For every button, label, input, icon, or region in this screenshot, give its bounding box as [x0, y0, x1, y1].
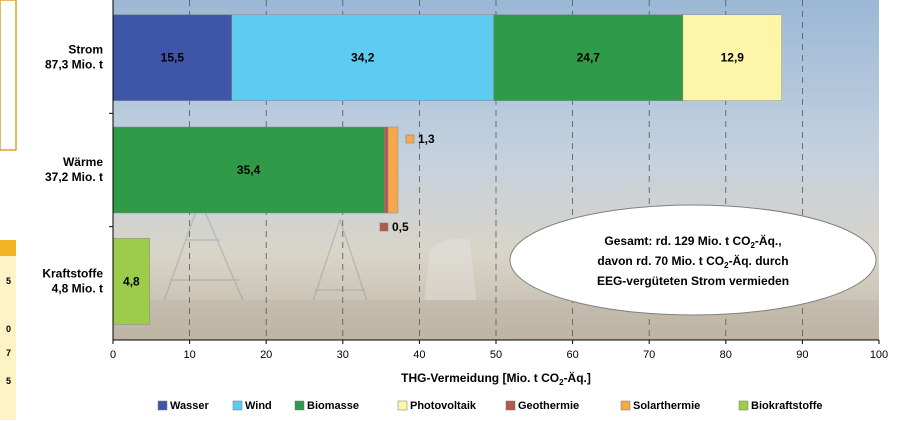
x-tick-label: 90 [796, 349, 808, 361]
x-axis-title: THG-Vermeidung [Mio. t CO2-Äq.] [401, 370, 591, 387]
category-label: Wärme [63, 155, 103, 169]
left-panel-box-top [0, 0, 17, 151]
value-label: 15,5 [161, 51, 185, 65]
x-tick-label: 100 [870, 349, 888, 361]
bar-segment [112, 238, 151, 325]
x-tick-label: 0 [110, 349, 116, 361]
category-total-label: 37,2 Mio. t [45, 170, 103, 184]
legend-swatch [397, 400, 408, 411]
value-label: 0,5 [392, 220, 409, 234]
value-label: 12,9 [721, 51, 745, 65]
category-label: Strom [68, 43, 103, 57]
legend-swatch [738, 400, 749, 411]
category-total-label: 87,3 Mio. t [45, 58, 103, 72]
x-tick-label: 30 [337, 349, 349, 361]
bar-segment [387, 126, 399, 214]
x-tick-label: 10 [183, 349, 195, 361]
bar-segment [231, 14, 494, 101]
value-labels: 15,5 34,2 24,7 12,9 35,4 0,5 1,3 4,8 [123, 51, 744, 289]
left-panel-value: 5 [6, 376, 11, 386]
bar-segment [112, 14, 232, 101]
callout-line-3: EEG-vergüteten Strom vermieden [597, 274, 789, 288]
pylon-shape [299, 217, 381, 341]
callout-ellipse [509, 204, 877, 316]
callout: Gesamt: rd. 129 Mio. t CO2-Äq., davon rd… [509, 204, 877, 316]
x-tick-label: 40 [413, 349, 425, 361]
bars [112, 14, 782, 325]
left-panel-value: 0 [6, 324, 11, 334]
value-label: 34,2 [351, 51, 375, 65]
legend-label: Geothermie [518, 400, 579, 412]
bar-segment [112, 126, 385, 214]
value-marker [405, 134, 415, 144]
bar-segment [383, 126, 389, 214]
bar-segment [682, 14, 782, 101]
left-panel-header [0, 240, 16, 256]
legend-label: Biomasse [307, 400, 359, 412]
category-label: Kraftstoffe [42, 266, 103, 280]
value-label: 24,7 [577, 51, 601, 65]
legend: Wasser Wind Biomasse Photovoltaik Geothermie… [157, 400, 823, 412]
value-label: 4,8 [123, 274, 140, 288]
cooling-tower-shape [420, 238, 480, 340]
category-total-label: 4,8 Mio. t [52, 281, 103, 295]
callout-line-1: Gesamt: rd. 129 Mio. t CO2-Äq., [604, 233, 781, 250]
x-tick-label: 70 [643, 349, 655, 361]
x-tick-label: 20 [260, 349, 272, 361]
legend-swatch [157, 400, 168, 411]
legend-label: Biokraftstoffe [751, 400, 823, 412]
legend-label: Photovoltaik [410, 400, 477, 412]
left-edge-panel: 5 0 7 5 [0, 0, 17, 420]
legend-swatch [505, 400, 516, 411]
legend-swatch [232, 400, 243, 411]
left-panel-box-bottom [0, 240, 16, 420]
bar-segment [493, 14, 684, 101]
x-axis: 0 10 20 30 40 50 60 70 80 90 100 [109, 0, 888, 361]
x-tick-label: 50 [490, 349, 502, 361]
legend-swatch [620, 400, 631, 411]
value-marker [379, 222, 389, 232]
legend-label: Solarthermie [633, 400, 700, 412]
callout-line-2: davon rd. 70 Mio. t CO2-Äq. durch [597, 253, 788, 270]
x-tick-label: 80 [720, 349, 732, 361]
value-label: 1,3 [418, 132, 435, 146]
value-label: 35,4 [237, 163, 261, 177]
left-panel-value: 5 [6, 276, 11, 286]
left-panel-value: 7 [6, 348, 11, 358]
x-tick-label: 60 [566, 349, 578, 361]
legend-swatch [294, 400, 305, 411]
legend-label: Wasser [170, 400, 209, 412]
legend-label: Wind [245, 400, 272, 412]
